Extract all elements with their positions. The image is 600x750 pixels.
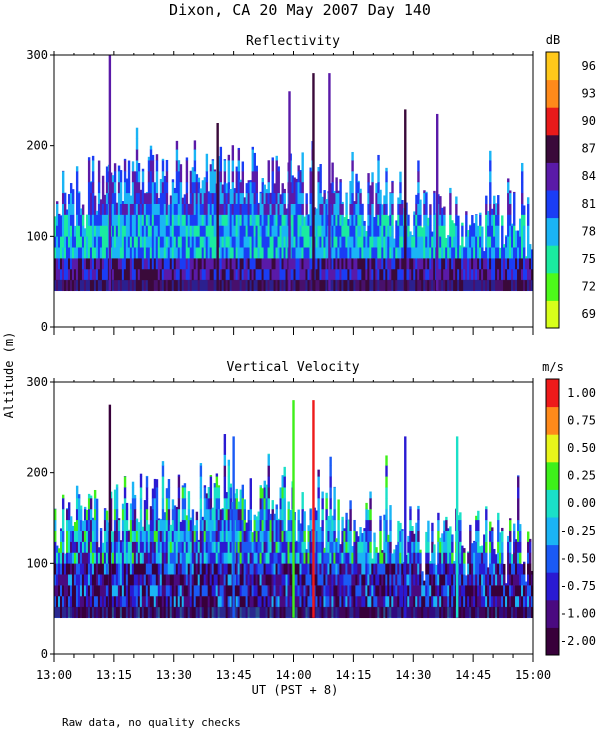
vertical-velocity-title: Vertical Velocity: [226, 360, 359, 375]
colorbar-swatch: [546, 272, 559, 301]
spike: [312, 400, 315, 618]
x-tick-label: 14:00: [275, 668, 311, 682]
spike: [328, 73, 331, 291]
vertical-velocity-colorbar: -2.00 -1.00 -0.75 -0.50 -0.25 0.00 0.25 0.50 0.7…: [545, 378, 596, 656]
colorbar-swatch: [546, 627, 559, 656]
x-axis-label: UT (PST + 8): [252, 683, 339, 697]
reflectivity-panel: Reflectivity 0 100 200 300 69 72 75 78 81 84 87 90…: [26, 33, 596, 335]
y-tick-label: 0: [41, 320, 48, 334]
x-tick-label: 13:15: [96, 668, 132, 682]
reflectivity-colorbar-unit: dB: [546, 33, 560, 47]
colorbar-label: 78: [582, 224, 596, 238]
x-tick-label: 14:30: [395, 668, 431, 682]
colorbar-label: 0.00: [567, 496, 596, 510]
colorbar-label: 87: [582, 142, 596, 156]
reflectivity-title: Reflectivity: [246, 34, 340, 49]
colorbar-swatch: [546, 406, 559, 435]
x-tick-label: 14:45: [455, 668, 491, 682]
y-tick-label: 0: [41, 647, 48, 661]
colorbar-swatch: [546, 517, 559, 546]
vertical-velocity-axes: 0 100 200 300 13:00 13:15 13:30 13:45 14:00 14:15…: [26, 375, 551, 682]
spike: [108, 404, 112, 618]
x-tick-label: 13:45: [216, 668, 252, 682]
colorbar-swatch: [546, 599, 559, 628]
spike: [216, 123, 219, 291]
spike: [436, 113, 439, 291]
x-tick-label: 13:30: [156, 668, 192, 682]
spike: [232, 436, 235, 618]
spike: [312, 73, 315, 291]
y-tick-label: 300: [26, 48, 48, 62]
colorbar-swatch: [546, 379, 559, 408]
y-tick-label: 100: [26, 229, 48, 243]
colorbar-swatch: [546, 217, 559, 246]
quality-note: Raw data, no quality checks: [62, 716, 241, 729]
colorbar-swatch: [546, 79, 559, 108]
colorbar-label: 93: [582, 86, 596, 100]
vertical-velocity-plot-area: [54, 400, 534, 619]
colorbar-label: 0.50: [567, 441, 596, 455]
y-tick-label: 200: [26, 466, 48, 480]
vertical-velocity-panel: Vertical Velocity 0 100 200 300 13:00 13:15 13…: [26, 360, 596, 682]
y-tick-label: 100: [26, 556, 48, 570]
vertical-velocity-colorbar-unit: m/s: [542, 360, 564, 374]
colorbar-swatch: [546, 489, 559, 518]
colorbar-label: -1.00: [560, 607, 596, 621]
spike: [404, 436, 407, 618]
x-tick-label: 15:00: [515, 668, 551, 682]
y-tick-label: 300: [26, 375, 48, 389]
colorbar-swatch: [546, 572, 559, 601]
figure-title: Dixon, CA 20 May 2007 Day 140: [169, 1, 431, 19]
colorbar-swatch: [546, 190, 559, 219]
colorbar-swatch: [546, 134, 559, 163]
colorbar-swatch: [546, 300, 559, 329]
colorbar-label: -2.00: [560, 634, 596, 648]
colorbar-label: 84: [582, 169, 596, 183]
colorbar-label: 81: [582, 197, 596, 211]
reflectivity-axes: 0 100 200 300: [26, 48, 534, 335]
colorbar-label: 96: [582, 59, 596, 73]
colorbar-swatch: [546, 162, 559, 191]
colorbar-label: 0.75: [567, 413, 596, 427]
y-axis-label: Altitude (m): [2, 332, 16, 419]
x-tick-label: 13:00: [36, 668, 72, 682]
colorbar-label: 1.00: [567, 386, 596, 400]
colorbar-label: -0.50: [560, 551, 596, 565]
colorbar-swatch: [546, 107, 559, 136]
spike: [404, 109, 407, 291]
colorbar-swatch: [546, 434, 559, 463]
x-tick-label: 14:15: [335, 668, 371, 682]
colorbar-swatch: [546, 245, 559, 274]
reflectivity-plot-area: [54, 55, 534, 292]
spike: [292, 400, 295, 618]
y-tick-label: 200: [26, 139, 48, 153]
spike: [455, 436, 459, 618]
colorbar-label: 0.25: [567, 469, 596, 483]
colorbar-label: 75: [582, 252, 596, 266]
colorbar-swatch: [546, 544, 559, 573]
colorbar-swatch: [546, 52, 559, 81]
colorbar-label: -0.75: [560, 579, 596, 593]
reflectivity-colorbar: 69 72 75 78 81 84 87 90 93 96: [545, 51, 596, 329]
spike: [288, 91, 291, 291]
colorbar-label: -0.25: [560, 524, 596, 538]
colorbar-swatch: [546, 461, 559, 490]
colorbar-label: 69: [582, 307, 596, 321]
spike: [108, 55, 112, 291]
colorbar-label: 72: [582, 280, 596, 294]
colorbar-label: 90: [582, 114, 596, 128]
